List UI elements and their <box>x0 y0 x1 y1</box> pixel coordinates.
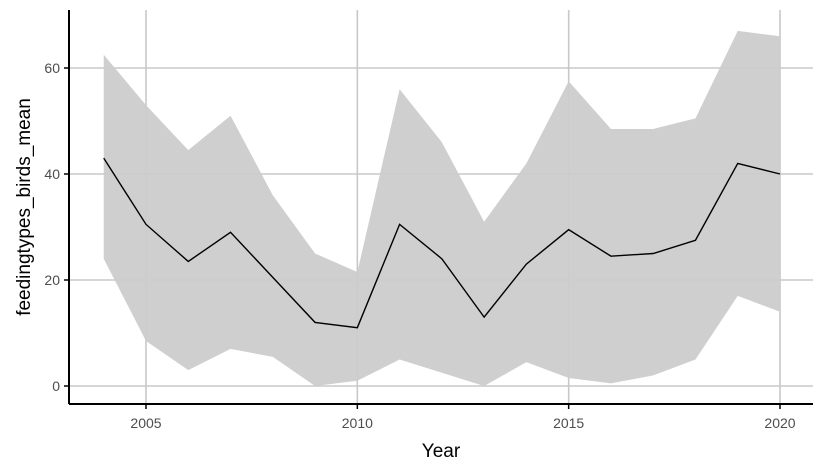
y-tick-label: 20 <box>44 272 60 288</box>
x-axis-title: Year <box>422 441 461 462</box>
y-axis-title: feedingtypes_birds_mean <box>14 98 35 316</box>
y-tick-label: 60 <box>44 60 60 76</box>
x-tick-label: 2015 <box>553 415 584 431</box>
x-tick-label: 2010 <box>342 415 373 431</box>
mean-line <box>103 157 781 329</box>
confidence-ribbon <box>103 30 780 387</box>
x-tick-label: 2020 <box>764 415 795 431</box>
y-tick-label: 0 <box>52 378 60 394</box>
axes: 0 20 40 60 2005 2010 2015 2020 <box>44 10 813 431</box>
x-tick-label: 2005 <box>130 415 161 431</box>
y-tick-label: 40 <box>44 166 60 182</box>
